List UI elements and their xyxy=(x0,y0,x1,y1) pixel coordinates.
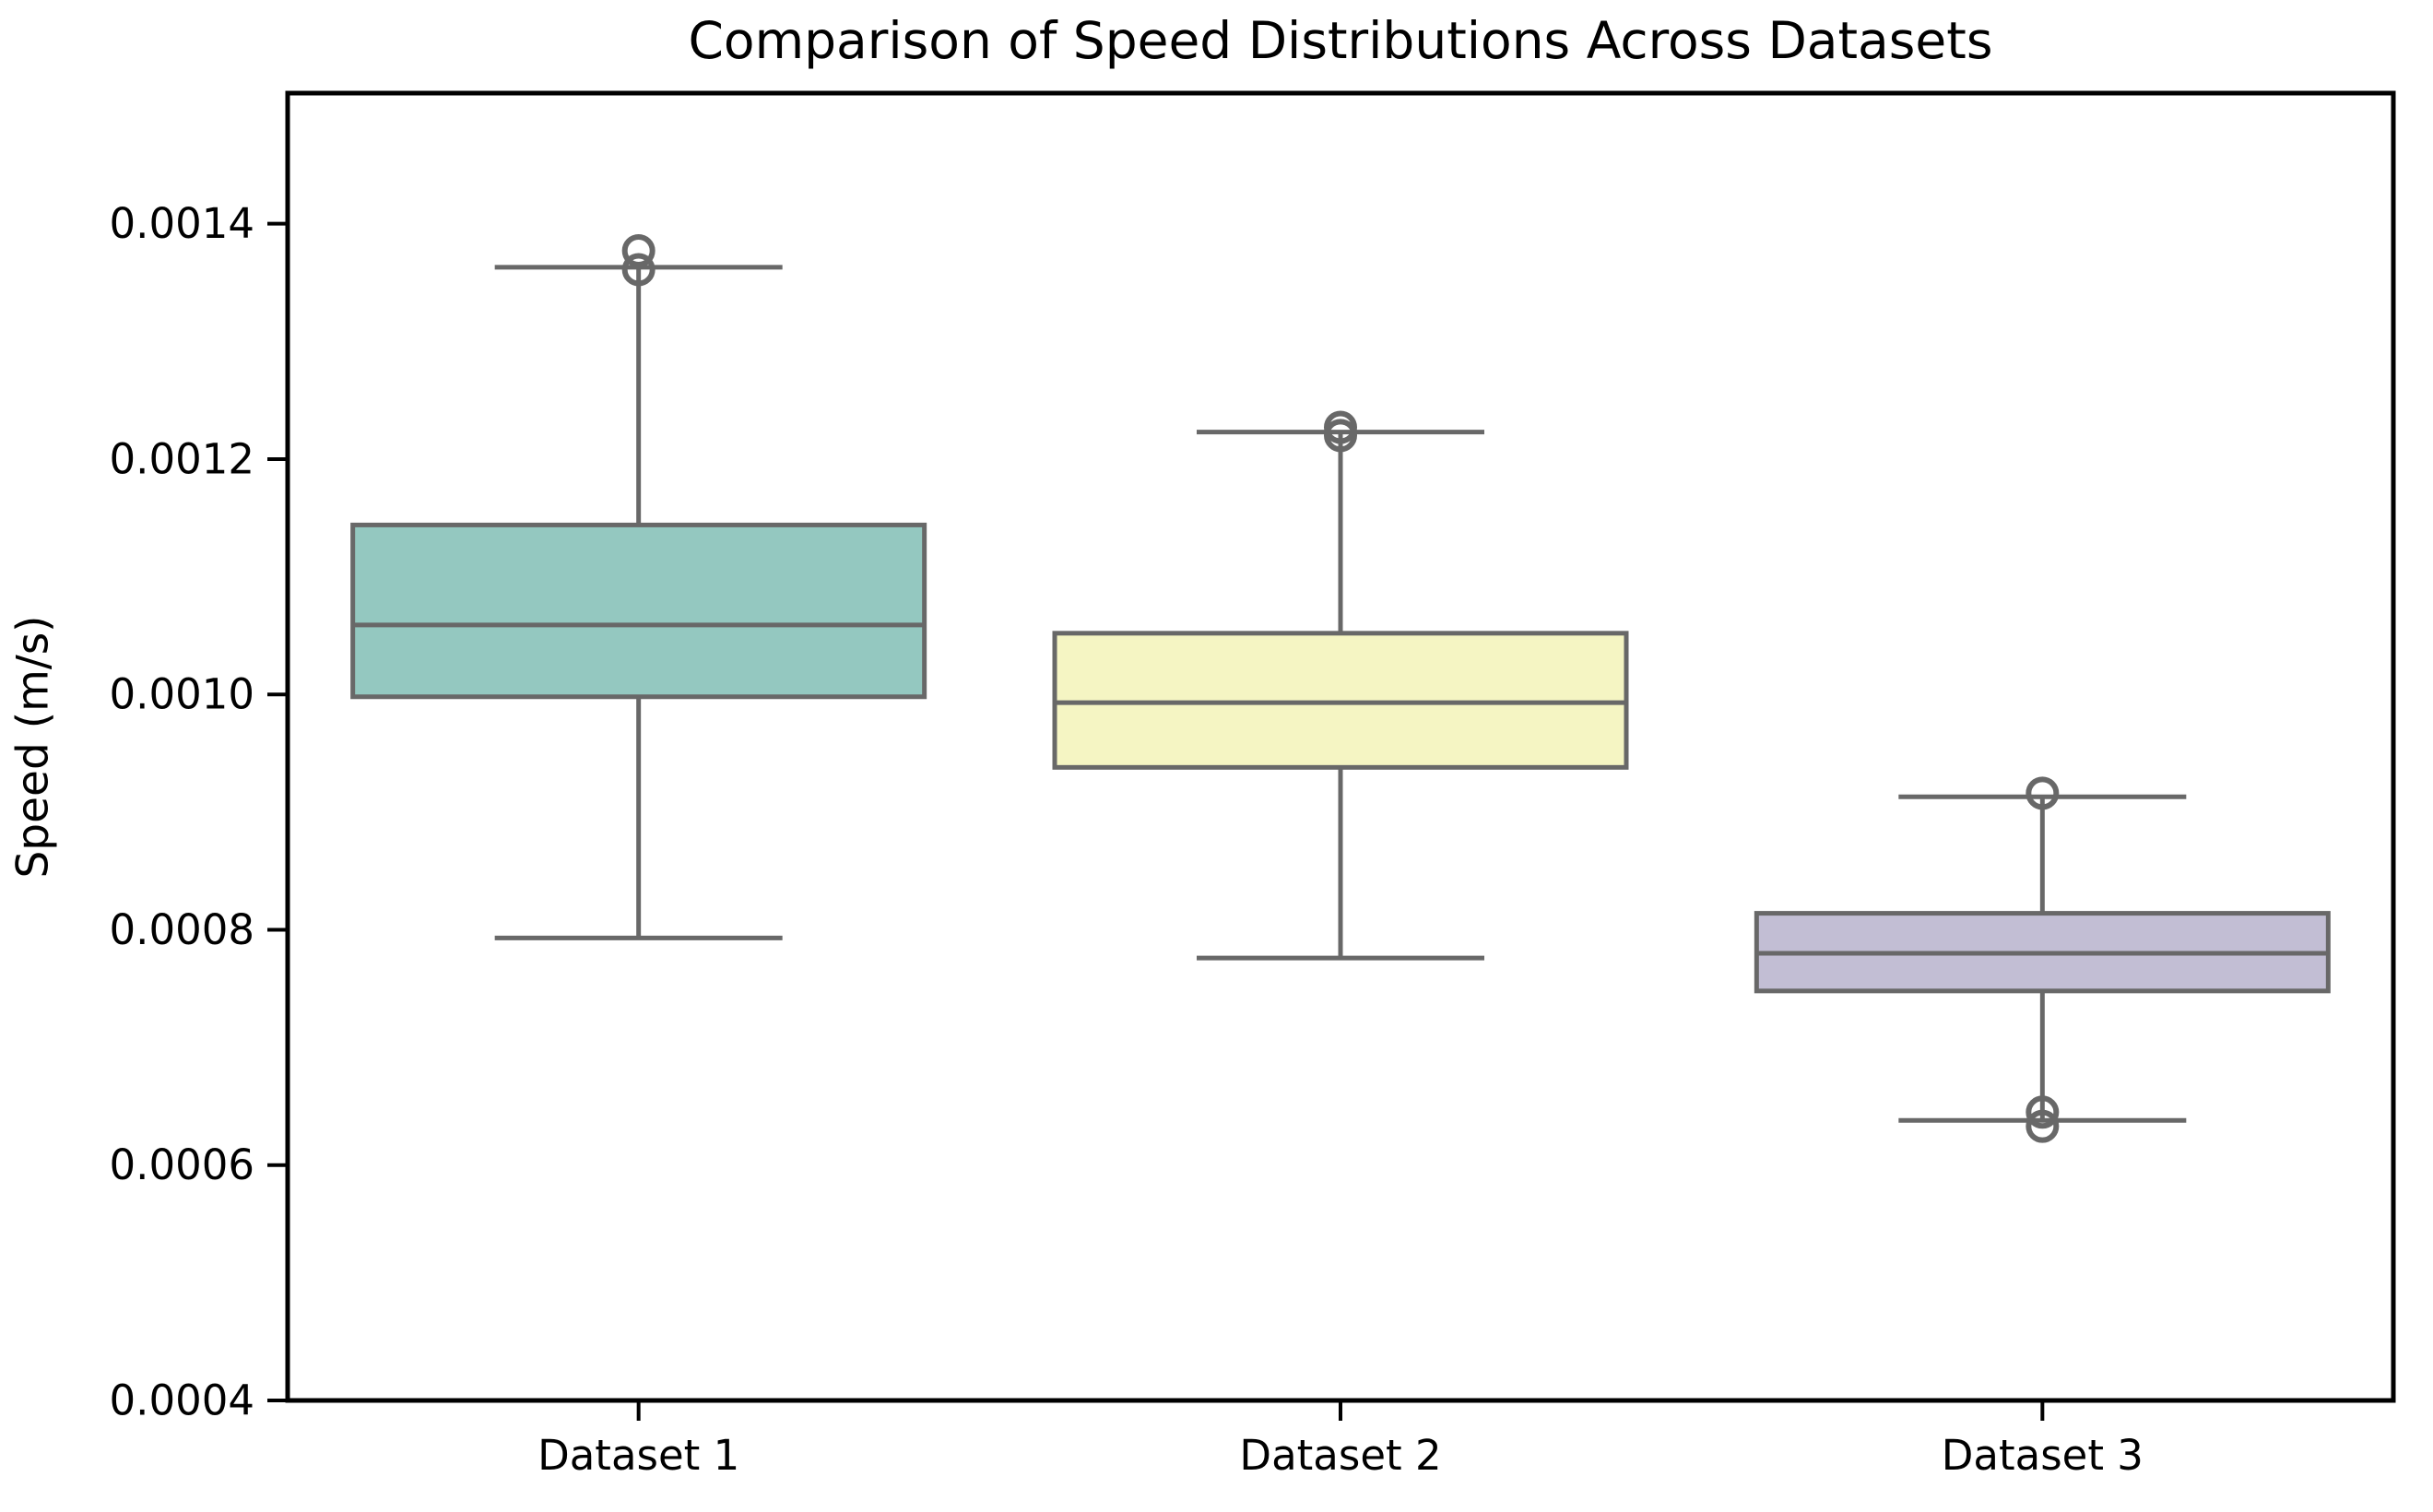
y-tick-label: 0.0004 xyxy=(110,1376,254,1425)
y-tick-label: 0.0012 xyxy=(110,434,254,483)
outlier-dataset-1 xyxy=(621,234,655,268)
box-dataset-1 xyxy=(350,522,927,700)
x-tick-label-dataset-2: Dataset 2 xyxy=(1239,1431,1441,1480)
y-tick-label: 0.0006 xyxy=(110,1140,254,1189)
x-tick-label-dataset-1: Dataset 1 xyxy=(537,1431,739,1480)
outlier-dataset-2 xyxy=(1324,419,1357,453)
box-dataset-2 xyxy=(1052,631,1629,770)
x-tick-label-dataset-3: Dataset 3 xyxy=(1942,1431,2144,1480)
outlier-dataset-3 xyxy=(2026,1095,2060,1129)
y-tick-label: 0.0010 xyxy=(110,670,254,719)
y-tick-label: 0.0014 xyxy=(110,199,254,248)
chart-title: Comparison of Speed Distributions Across… xyxy=(688,11,1993,70)
axes-spines xyxy=(285,90,2396,1403)
outlier-dataset-3 xyxy=(2026,1109,2060,1143)
outlier-dataset-3 xyxy=(2026,776,2060,810)
y-tick-label: 0.0008 xyxy=(110,905,254,954)
outlier-dataset-1 xyxy=(621,253,655,287)
